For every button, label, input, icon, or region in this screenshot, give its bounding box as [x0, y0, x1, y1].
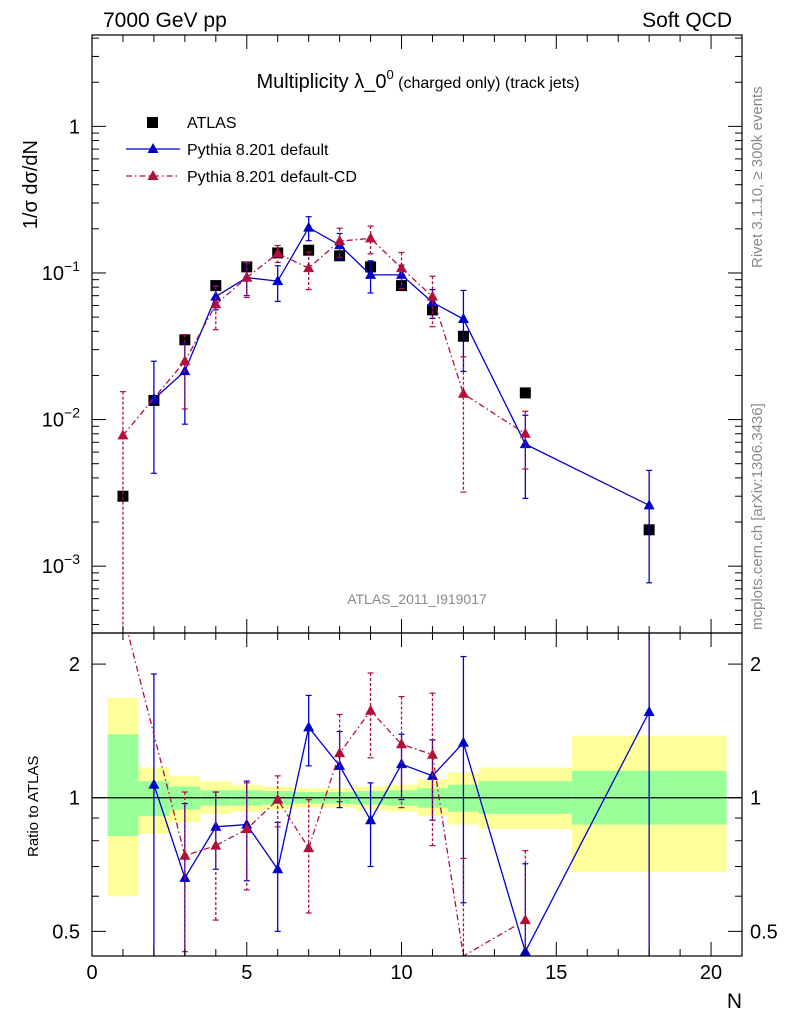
main-panel: 10−3 10−2 10−1 1 Multiplicity λ_00 (charged…: [20, 34, 743, 634]
main-pythia-cd-point: [210, 298, 222, 309]
ratio-pythia-default-point: [457, 736, 469, 747]
x-tick-label: 10: [390, 962, 412, 984]
ratio-pythia-cd-point: [365, 704, 377, 715]
main-y-tick-label: 10−2: [42, 405, 80, 432]
main-pythia-cd-point: [117, 429, 129, 440]
main-pythia-cd-line: [122, 237, 526, 436]
ratio-pythia-cd-point: [396, 738, 408, 749]
ratio-pythia-default-point: [303, 721, 315, 732]
legend-label-pythia-default: Pythia 8.201 default: [187, 142, 329, 159]
x-axis-label: N: [727, 990, 742, 1013]
ratio-pythia-cd-point: [210, 839, 222, 850]
main-atlas-point: [303, 244, 315, 256]
ratio-pythia-default-point: [365, 814, 377, 825]
ratio-panel: 0.5 0.51 12 20 5 10 15 20 Ratio to ATLAS N: [25, 632, 778, 1013]
legend-label-pythia-cd: Pythia 8.201 default-CD: [187, 169, 357, 186]
ratio-pythia-default-point: [643, 705, 655, 716]
main-pythia-cd-point: [179, 355, 191, 366]
ratio-y-tick-label: 2: [69, 654, 80, 676]
main-pythia-cd-point: [396, 262, 408, 273]
ratio-ticks: 0.5 0.51 12 20 5 10 15 20: [52, 633, 778, 984]
main-pythia-default-point: [365, 268, 377, 279]
ratio-pythia-cd-point: [426, 748, 438, 759]
main-ticks: 10−3 10−2 10−1 1: [42, 35, 743, 633]
ratio-pythia-cd-point: [179, 849, 191, 860]
x-tick-label: 20: [700, 962, 722, 984]
source-label: mcplots.cern.ch [arXiv:1306.3436]: [749, 403, 766, 630]
main-pythia-cd-point: [303, 262, 315, 273]
legend-marker-triangle-red: [147, 170, 159, 180]
main-y-axis-label: 1/σ dσ/dN: [20, 140, 42, 229]
ratio-band-inner: [107, 734, 139, 836]
ratio-frame: [91, 632, 743, 957]
legend-item-pythia-cd: Pythia 8.201 default-CD: [126, 169, 357, 186]
main-marks: [117, 216, 655, 633]
main-atlas-point: [117, 490, 129, 502]
ratio-bands: [92, 697, 742, 897]
legend-label-atlas: ATLAS: [187, 115, 237, 132]
main-y-tick-label: 1: [69, 116, 80, 138]
main-pythia-default-point: [210, 290, 222, 301]
ratio-y-tick-label-right: 0.5: [750, 921, 778, 943]
title-suffix: (charged only) (track jets): [394, 75, 580, 92]
main-pythia-cd-point: [457, 387, 469, 398]
ratio-pythia-cd-point: [303, 842, 315, 853]
ratio-y-tick-label: 1: [69, 788, 80, 810]
ratio-pythia-default-point: [179, 871, 191, 882]
main-y-tick-label: 10−3: [42, 551, 80, 578]
rivet-version-label: Rivet 3.1.10, ≥ 300k events: [749, 86, 766, 268]
ratio-pythia-default-point: [210, 820, 222, 831]
legend-marker-triangle-blue: [147, 143, 159, 153]
main-pythia-default-point: [643, 499, 655, 510]
title-main-text: Multiplicity λ_0: [256, 71, 386, 93]
main-pythia-cd-point: [519, 427, 531, 438]
title-superscript: 0: [386, 67, 393, 82]
legend-marker-square: [147, 117, 158, 128]
ratio-y-tick-label: 0.5: [52, 921, 80, 943]
main-pythia-cd-point: [426, 290, 438, 301]
ratio-y-tick-label-right: 1: [750, 788, 761, 810]
ratio-y-axis-label: Ratio to ATLAS: [25, 756, 42, 857]
x-tick-label: 0: [86, 962, 97, 984]
main-pythia-cd-point: [334, 235, 346, 246]
legend: ATLAS Pythia 8.201 default Pythia 8.201 …: [126, 115, 357, 186]
legend-item-pythia-default: Pythia 8.201 default: [126, 142, 329, 159]
main-pythia-cd-point: [365, 232, 377, 243]
main-pythia-default-point: [148, 393, 160, 404]
header-category-label: Soft QCD: [642, 9, 732, 32]
main-title: Multiplicity λ_00 (charged only) (track …: [256, 67, 579, 93]
analysis-tag: ATLAS_2011_I919017: [347, 591, 487, 607]
main-pythia-default-point: [303, 221, 315, 232]
main-atlas-point: [519, 387, 531, 399]
ratio-pythia-cd-point: [241, 823, 253, 834]
ratio-pythia-cd-point: [272, 793, 284, 804]
ratio-marks: [127, 633, 655, 956]
main-pythia-cd-point: [241, 271, 253, 282]
ratio-pythia-cd-point: [519, 914, 531, 925]
x-tick-label: 5: [241, 962, 252, 984]
x-tick-label: 15: [545, 962, 567, 984]
header-energy-label: 7000 GeV pp: [103, 9, 227, 32]
main-y-tick-label: 10−1: [42, 258, 80, 285]
main-pythia-default-point: [457, 313, 469, 324]
main-pythia-default-point: [272, 275, 284, 286]
ratio-pythia-default-point: [148, 778, 160, 789]
ratio-pythia-default-point: [272, 863, 284, 874]
legend-item-atlas: ATLAS: [147, 115, 237, 132]
main-pythia-cd-point: [272, 247, 284, 258]
ratio-y-tick-label-right: 2: [750, 654, 761, 676]
ratio-pythia-cd-point: [334, 747, 346, 758]
